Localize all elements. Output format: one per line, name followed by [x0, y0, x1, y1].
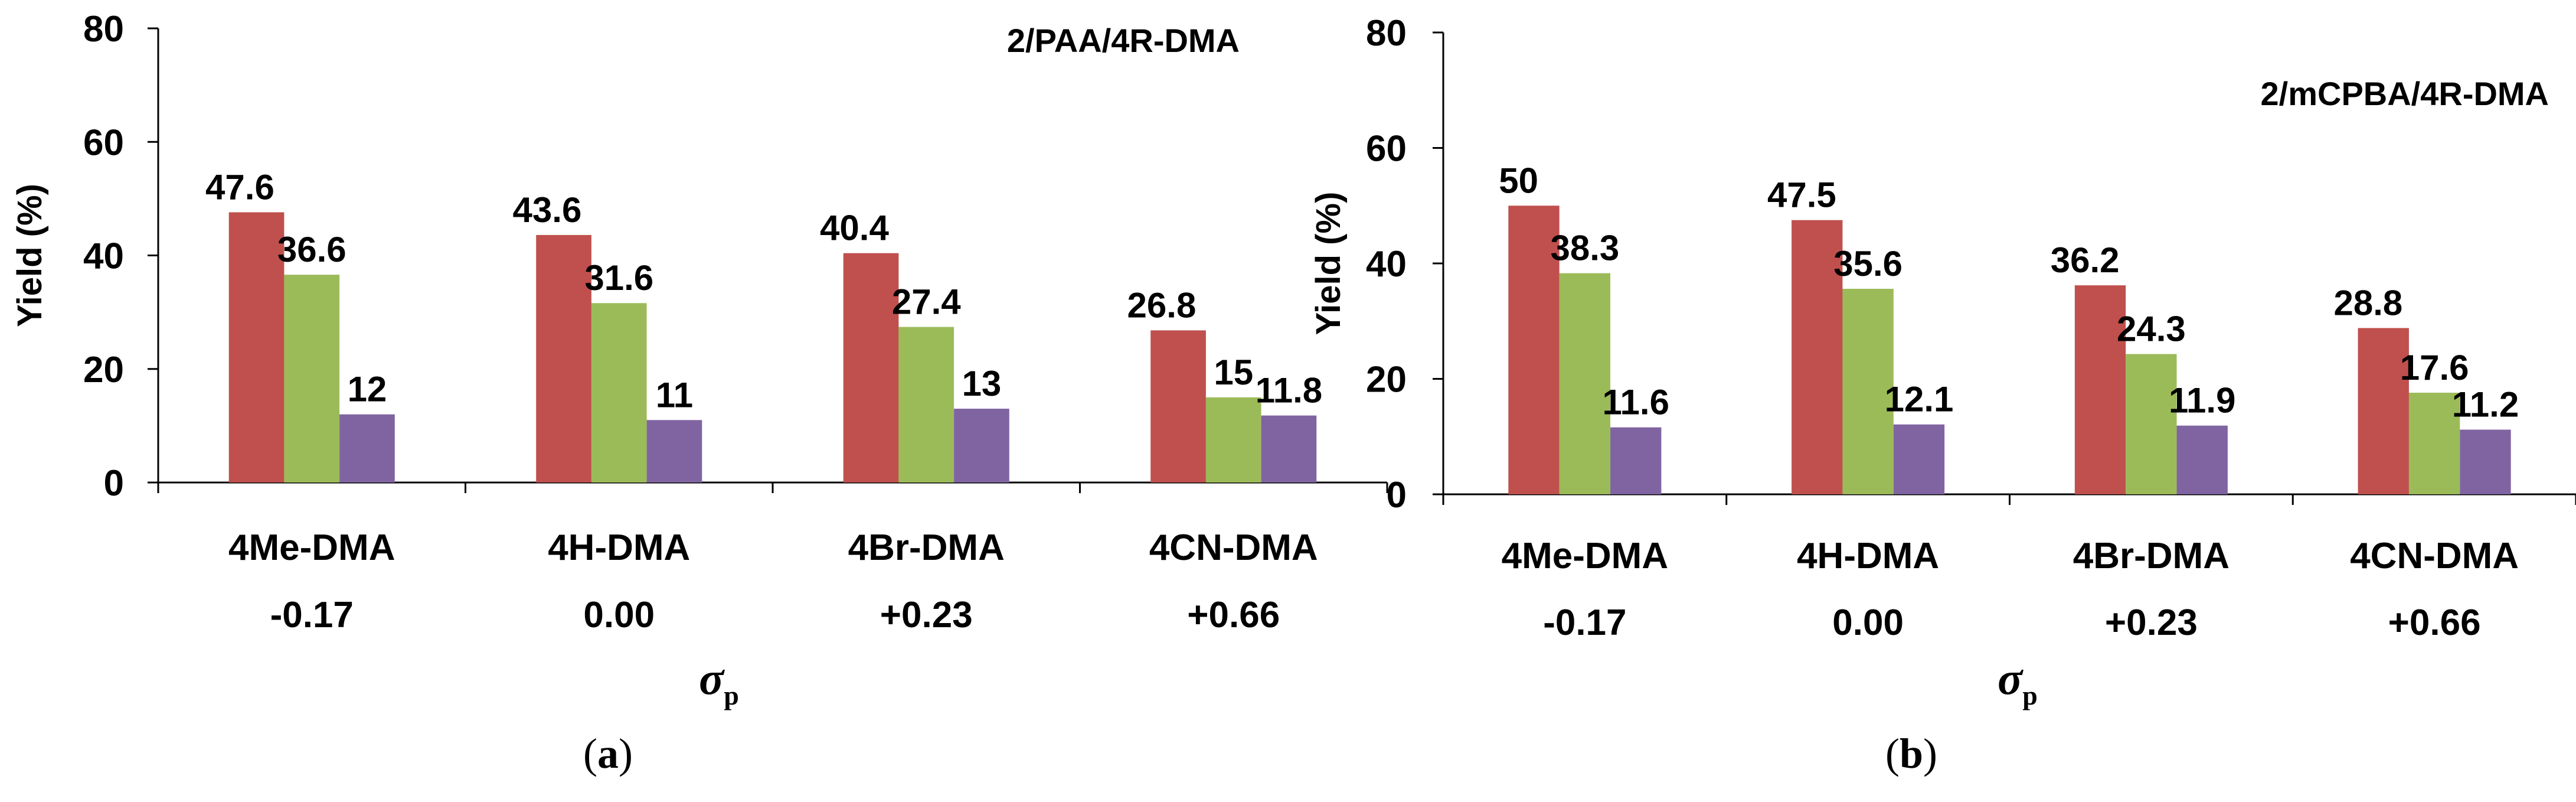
panel-a-bar-4CN-DMA-s3	[1261, 415, 1317, 482]
panel-a-bar-4CN-DMA-s1	[1150, 330, 1206, 482]
panel-b-x-axis-label: σp	[1998, 653, 2038, 710]
panel-a-panel-label: (a)	[583, 730, 633, 777]
panel-b-x-tick-label: 4H-DMA	[1797, 536, 1939, 576]
panel-b-data-label: 11.9	[2169, 381, 2235, 420]
panel-b-data-label: 28.8	[2333, 283, 2402, 322]
panel-a-bar-4Br-DMA-s2	[898, 327, 954, 482]
panel-a-x-tick-label: 4H-DMA	[548, 527, 690, 568]
panel-b-y-tick-label: 0	[1387, 475, 1407, 516]
panel-b-y-tick-label: 60	[1366, 129, 1407, 169]
panel-b-bar-4CN-DMA-s3	[2460, 429, 2511, 494]
panel-b-data-label: 24.3	[2117, 309, 2186, 348]
panel-b-x-tick-label: 4Br-DMA	[2073, 536, 2230, 576]
panel-a-bar-4Me-DMA-s1	[228, 212, 285, 482]
panel-a-bar-4H-DMA-s3	[646, 420, 702, 482]
panel-b-y-axis-label: Yield (%)	[1309, 192, 1348, 335]
panel-b-y-tick-label: 80	[1366, 13, 1407, 54]
panel-b-data-label: 35.6	[1833, 244, 1902, 283]
panel-a-data-label: 31.6	[584, 258, 653, 298]
panel-b-data-label: 12.1	[1885, 380, 1954, 419]
panel-b-bar-4Br-DMA-s3	[2176, 425, 2228, 494]
panel-a-data-label: 36.6	[277, 230, 346, 269]
panel-a-x-tick-label: 4Br-DMA	[848, 527, 1005, 568]
panel-a-data-label: 26.8	[1127, 285, 1197, 325]
panel-b-bar-4H-DMA-s1	[1792, 220, 1843, 494]
panel-b-x-tick-label: 4CN-DMA	[2350, 536, 2519, 576]
panel-a-data-label: 12	[348, 370, 387, 409]
panel-a-x-axis-label: σp	[699, 653, 739, 710]
panel-b-bar-4CN-DMA-s1	[2358, 328, 2409, 494]
panel-a-data-label: 43.6	[513, 190, 582, 230]
panel-a-y-tick-label: 80	[83, 9, 124, 50]
panel-a-bar-4Me-DMA-s3	[339, 414, 395, 482]
panel-b-panel-label: (b)	[1885, 730, 1937, 777]
panel-a-data-label: 27.4	[892, 282, 961, 322]
panel-a-bar-4H-DMA-s1	[536, 234, 591, 482]
panel-a-data-label: 47.6	[205, 167, 274, 207]
panel-a-bar-4Br-DMA-s3	[954, 409, 1009, 482]
panel-b-y-tick-label: 40	[1366, 244, 1407, 285]
panel-b-sigma-label: -0.17	[1543, 602, 1626, 643]
panel-b-bar-4Me-DMA-s3	[1610, 427, 1662, 494]
panel-b-data-label: 11.6	[1602, 383, 1669, 422]
panel-b-sigma-label: +0.23	[2105, 602, 2198, 643]
panel-b-bar-4CN-DMA-s2	[2408, 392, 2460, 494]
panel-b-title: 2/mCPBA/4R-DMA	[2261, 75, 2549, 112]
panel-b-data-label: 36.2	[2051, 240, 2120, 280]
panel-a-data-label: 11.8	[1256, 371, 1322, 410]
panel-a-bar-4CN-DMA-s2	[1205, 397, 1261, 482]
panel-b-data-label: 38.3	[1550, 229, 1619, 268]
panel-a-y-axis-label: Yield (%)	[11, 184, 49, 327]
panel-a-sigma-label: +0.23	[880, 595, 973, 635]
panel-a-bar-4Me-DMA-s2	[284, 275, 340, 482]
panel-a-data-label: 40.4	[820, 208, 889, 248]
panel-b-sigma-label: +0.66	[2388, 602, 2481, 643]
panel-a-sigma-label: -0.17	[270, 595, 354, 635]
panel-b-data-label: 17.6	[2400, 348, 2469, 387]
panel-a-data-label: 13	[962, 364, 1002, 403]
panel-b-bar-4Br-DMA-s2	[2126, 354, 2177, 494]
panel-b-x-tick-label: 4Me-DMA	[1502, 536, 1668, 576]
panel-b-sigma-label: 0.00	[1832, 602, 1904, 643]
panel-a-x-tick-label: 4CN-DMA	[1149, 527, 1318, 568]
panel-a-bar-4Br-DMA-s1	[843, 253, 899, 482]
panel-a-sigma-label: 0.00	[583, 595, 655, 635]
panel-b-data-label: 50	[1499, 161, 1538, 200]
panel-a-sigma-label: +0.66	[1187, 595, 1280, 635]
panel-b-data-label: 47.5	[1767, 175, 1836, 215]
panel-a-title: 2/PAA/4R-DMA	[1007, 22, 1240, 59]
panel-a-x-tick-label: 4Me-DMA	[228, 527, 395, 568]
panel-a-data-label: 11	[656, 375, 693, 415]
panel-b-data-label: 11.2	[2452, 385, 2519, 425]
panel-b-bar-4H-DMA-s3	[1893, 424, 1945, 494]
panel-a-y-tick-label: 20	[83, 350, 124, 390]
panel-b-bar-4H-DMA-s2	[1842, 289, 1894, 494]
panel-a-y-tick-label: 0	[104, 463, 124, 504]
panel-a-y-tick-label: 40	[83, 236, 124, 277]
panel-a-data-label: 15	[1214, 353, 1253, 392]
panel-a-y-tick-label: 60	[83, 122, 124, 163]
panel-b-bar-4Me-DMA-s1	[1508, 206, 1560, 494]
panel-b-bar-4Me-DMA-s2	[1559, 273, 1611, 494]
panel-b-y-tick-label: 20	[1366, 360, 1407, 400]
panel-a-bar-4H-DMA-s2	[591, 303, 647, 482]
panel-b-bar-4Br-DMA-s1	[2074, 285, 2126, 494]
